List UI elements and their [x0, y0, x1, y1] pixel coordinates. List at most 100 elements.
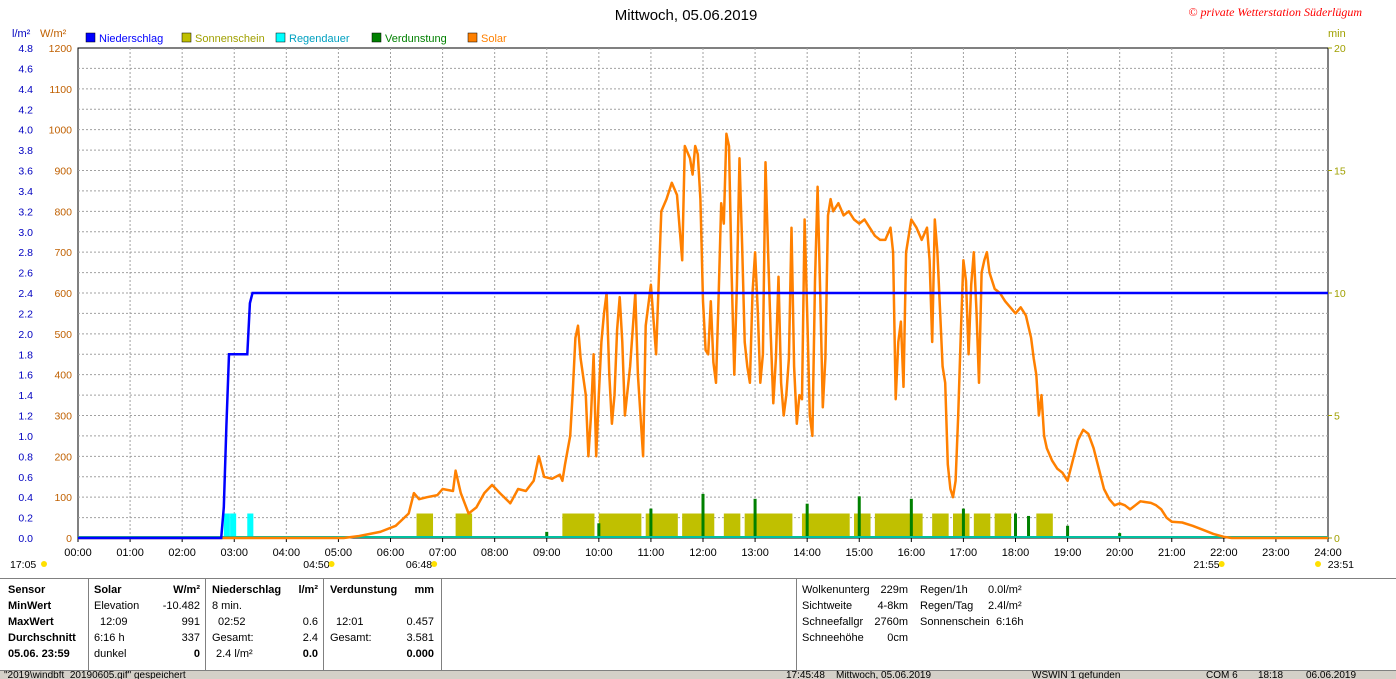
- x-tick-label: 24:00: [1314, 547, 1342, 559]
- astro-label: 06:48: [406, 559, 432, 571]
- sunshine-bar: [697, 513, 715, 538]
- chart-title: Mittwoch, 05.06.2019: [615, 7, 758, 24]
- regen1h-value: 0.0l/m²: [988, 584, 1022, 596]
- rain-tick-label: 4.6: [18, 63, 33, 75]
- x-tick-label: 21:00: [1158, 547, 1186, 559]
- evaporation-bar: [649, 508, 653, 538]
- evap-day-b: 0.000: [406, 648, 434, 660]
- sicht-value: 4-8km: [877, 600, 908, 612]
- right-tick-label: 20: [1334, 43, 1346, 55]
- solar-day-a: dunkel: [94, 648, 127, 660]
- solar-tick-label: 400: [54, 370, 72, 382]
- divider: [323, 578, 324, 670]
- evaporation-bar: [909, 498, 913, 538]
- rain-tick-label: 1.2: [18, 411, 33, 423]
- day-label: 05.06. 23:59: [8, 648, 70, 660]
- schnee-value: 0cm: [887, 632, 908, 644]
- rain-tick-label: 1.6: [18, 370, 33, 382]
- status-com: COM 6: [1206, 670, 1238, 679]
- sunshine-bar: [1036, 513, 1053, 538]
- sunshine-bar: [624, 513, 642, 538]
- right-tick-label: 15: [1334, 166, 1346, 178]
- astro-marker: [1315, 561, 1321, 567]
- rain-tick-label: 2.4: [18, 288, 33, 300]
- schneefall-value: 2760m: [874, 616, 908, 628]
- rain-tick-label: 1.8: [18, 349, 33, 361]
- x-tick-label: 11:00: [638, 547, 665, 559]
- solar-series-line: [78, 132, 1328, 540]
- status-time: 17:45:48: [786, 670, 825, 679]
- rain-tick-label: 0.0: [18, 533, 33, 545]
- evaporation-bar: [597, 523, 601, 538]
- solar-avg-b: 337: [181, 632, 200, 644]
- status-date: Mittwoch, 05.06.2019: [836, 670, 932, 679]
- rain-tick-label: 0.6: [18, 472, 33, 484]
- sunshine-bar: [890, 513, 907, 538]
- legend-label: Regendauer: [289, 33, 350, 45]
- evap-avg-b: 3.581: [406, 632, 434, 644]
- x-tick-label: 08:00: [481, 547, 509, 559]
- evaporation-bar: [857, 496, 861, 538]
- rain-min-a: 8 min.: [212, 600, 242, 612]
- copyright-text: © private Wetterstation Süderlügum: [1188, 5, 1362, 19]
- wolken-label: Wolkenunterg: [802, 584, 870, 596]
- x-tick-label: 00:00: [64, 547, 92, 559]
- legend-label: Niederschlag: [99, 33, 163, 45]
- solar-tick-label: 100: [54, 492, 72, 504]
- astro-marker: [328, 561, 335, 567]
- status-bar: "2019\windbft_20190605.gif" gespeichert …: [0, 670, 1396, 679]
- evaporation-bar: [545, 531, 549, 538]
- divider: [796, 578, 797, 670]
- x-tick-label: 03:00: [220, 547, 248, 559]
- astro-label: 21:55: [1193, 559, 1219, 571]
- rain-max-b: 0.6: [302, 616, 318, 628]
- status-today: 06.06.2019: [1306, 670, 1357, 679]
- x-tick-label: 07:00: [429, 547, 457, 559]
- solar-min-b: -10.482: [162, 600, 200, 612]
- sunshine-bar: [953, 513, 970, 538]
- divider: [88, 578, 89, 670]
- evaporation-bar: [961, 508, 965, 538]
- sicht-label: Sichtweite: [802, 600, 853, 612]
- y-axis-right: 20 15 10 5 0: [1328, 43, 1346, 545]
- evaporation-bar: [1066, 525, 1070, 538]
- sonne-label: Sonnenschein: [920, 616, 990, 628]
- rain-tick-label: 4.0: [18, 125, 33, 137]
- wolken-value: 229m: [880, 584, 908, 596]
- sunshine-bar: [817, 513, 835, 538]
- x-tick-label: 19:00: [1054, 547, 1082, 559]
- rain-series-line: [78, 291, 1328, 540]
- sonne-value: 6:16h: [996, 616, 1024, 628]
- astro-marker: [41, 561, 47, 567]
- rain-tick-label: 1.0: [18, 431, 33, 443]
- legend-swatch: [85, 32, 96, 43]
- evap-avg-a: Gesamt:: [330, 632, 372, 644]
- rain-max-a: 02:52: [218, 616, 246, 628]
- evaporation-bar: [1027, 515, 1031, 538]
- sunshine-bar: [932, 513, 949, 538]
- sunshine-bar: [973, 513, 991, 538]
- legend-label: Verdunstung: [385, 33, 447, 45]
- lines-layer: [78, 132, 1328, 540]
- rain-tick-label: 3.6: [18, 166, 33, 178]
- sunshine-bar: [562, 513, 579, 538]
- regen1h-label: Regen/1h: [920, 584, 968, 596]
- solar-tick-label: 800: [54, 206, 72, 218]
- x-tick-label: 10:00: [585, 547, 613, 559]
- rain-tick-label: 4.2: [18, 104, 33, 116]
- rain-tick-label: 0.2: [18, 513, 33, 525]
- sunshine-bar: [994, 513, 1012, 538]
- status-wswin: WSWIN 1 gefunden: [1032, 670, 1121, 679]
- legend-swatch: [467, 32, 478, 43]
- solar-unit: W/m²: [173, 584, 200, 596]
- solar-tick-label: 500: [54, 329, 72, 341]
- stats-panel: [0, 578, 1396, 671]
- rain-tick-label: 2.0: [18, 329, 33, 341]
- schneefall-label: Schneefallgr: [802, 616, 864, 628]
- stats-col-solar: Solar W/m² Elevation -10.482 12:09 991 6:16…: [94, 582, 200, 662]
- x-tick-label: 23:00: [1262, 547, 1290, 559]
- rain-tick-label: 3.4: [18, 186, 33, 198]
- solar-tick-label: 300: [54, 411, 72, 423]
- x-tick-label: 09:00: [533, 547, 561, 559]
- astro-marker: [431, 561, 438, 567]
